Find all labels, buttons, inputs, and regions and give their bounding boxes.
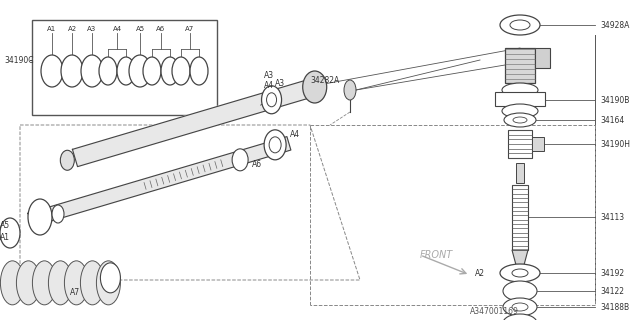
Ellipse shape [512,269,528,277]
Text: 34282A: 34282A [310,76,339,84]
Ellipse shape [52,205,64,223]
Text: A4: A4 [264,81,274,90]
Bar [532,137,544,151]
Ellipse shape [0,218,20,248]
Text: FRONT: FRONT [420,250,453,260]
Ellipse shape [503,298,537,316]
Ellipse shape [17,261,40,305]
Ellipse shape [143,57,161,85]
Ellipse shape [512,303,528,311]
Text: A3: A3 [264,71,274,80]
Ellipse shape [513,117,527,123]
Ellipse shape [502,83,538,97]
Polygon shape [72,80,312,167]
Ellipse shape [161,57,179,85]
Ellipse shape [503,281,537,301]
Text: A4: A4 [113,26,122,32]
Text: A6: A6 [156,26,166,32]
Ellipse shape [99,57,117,85]
Ellipse shape [502,104,538,118]
Ellipse shape [232,149,248,171]
Text: A2: A2 [67,26,77,32]
Text: A6: A6 [252,160,262,169]
Ellipse shape [41,55,63,87]
Ellipse shape [100,263,120,293]
Text: 34190C: 34190C [4,55,33,65]
Ellipse shape [65,261,88,305]
Ellipse shape [344,80,356,100]
Ellipse shape [81,261,104,305]
Ellipse shape [500,15,540,35]
Bar [505,48,535,83]
Text: A7: A7 [70,288,81,297]
Ellipse shape [81,55,103,87]
Bar [495,92,545,106]
Ellipse shape [510,20,530,30]
Ellipse shape [60,150,74,170]
Ellipse shape [61,55,83,87]
Text: A3: A3 [275,79,285,88]
Text: 34928A: 34928A [600,20,629,29]
Text: 34188B: 34188B [600,302,629,311]
Ellipse shape [503,314,537,320]
Ellipse shape [504,113,536,127]
Text: 34190B: 34190B [600,95,629,105]
Bar [508,130,532,158]
Bar [32,20,217,115]
Text: A1: A1 [0,233,10,242]
Ellipse shape [269,137,281,153]
Ellipse shape [190,57,208,85]
Ellipse shape [97,261,120,305]
Polygon shape [28,137,291,227]
Ellipse shape [33,261,56,305]
Ellipse shape [264,130,286,160]
Ellipse shape [172,57,190,85]
Bar [516,163,524,183]
Ellipse shape [303,71,326,103]
Text: 34192: 34192 [600,268,624,277]
Text: 34190H: 34190H [600,140,630,148]
Text: A5: A5 [0,221,10,230]
Text: 34164: 34164 [600,116,624,124]
Text: A5: A5 [136,26,145,32]
Text: 34122: 34122 [600,286,624,295]
Ellipse shape [1,261,24,305]
Text: A2: A2 [475,268,485,277]
Text: A1: A1 [47,26,56,32]
Ellipse shape [266,93,276,107]
Bar [512,185,528,250]
Ellipse shape [262,86,282,114]
Ellipse shape [129,55,151,87]
Bar [535,48,550,68]
Ellipse shape [117,57,135,85]
Text: A3: A3 [88,26,97,32]
Text: A347001169: A347001169 [470,308,519,316]
Polygon shape [512,250,528,265]
Ellipse shape [49,261,72,305]
Text: 34113: 34113 [600,212,624,221]
Ellipse shape [500,264,540,282]
Text: A7: A7 [186,26,195,32]
Text: A4: A4 [290,130,300,139]
Ellipse shape [28,199,52,235]
